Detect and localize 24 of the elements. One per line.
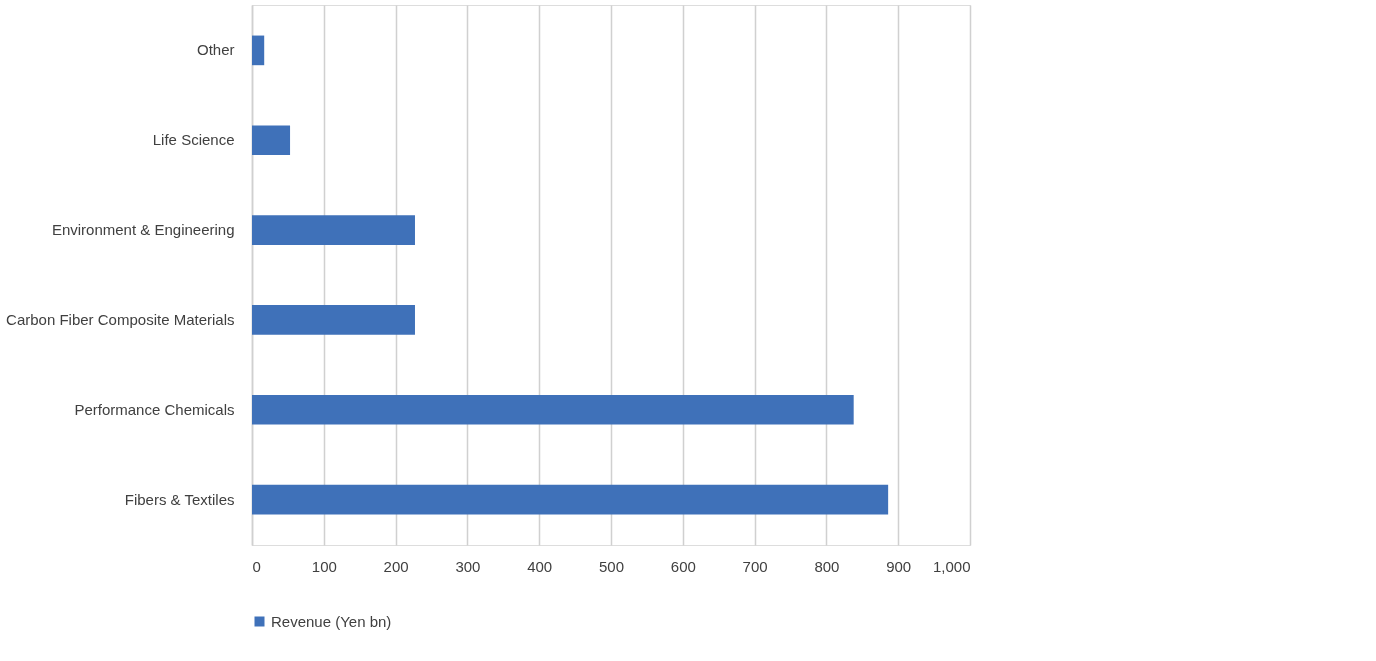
y-tick-label: Life Science <box>152 131 235 149</box>
x-tick-label: 600 <box>670 557 696 575</box>
bar <box>252 484 889 515</box>
y-tick-label: Other <box>196 41 235 59</box>
y-tick-label: Carbon Fiber Composite Materials <box>6 310 235 328</box>
x-tick-label: 700 <box>742 557 768 575</box>
bar <box>252 125 291 156</box>
bar <box>252 35 265 66</box>
x-tick-label: 900 <box>886 557 912 575</box>
y-tick-label: Fibers & Textiles <box>124 490 235 508</box>
x-tick-label: 0 <box>252 557 261 575</box>
x-tick-label: 400 <box>527 557 553 575</box>
bar <box>252 394 854 425</box>
bar <box>252 305 415 335</box>
x-tick-label: 300 <box>455 557 481 575</box>
x-tick-label: 800 <box>814 557 840 575</box>
bar <box>252 215 415 245</box>
x-tick-label: 100 <box>311 557 337 575</box>
x-tick-label: 1,000 <box>932 557 971 575</box>
x-tick-label: 200 <box>383 557 409 575</box>
x-tick-label: 500 <box>598 557 625 575</box>
y-tick-label: Environment & Engineering <box>51 221 235 239</box>
y-tick-label: Performance Chemicals <box>74 400 235 418</box>
legend-label: Revenue (Yen bn) <box>271 612 392 630</box>
